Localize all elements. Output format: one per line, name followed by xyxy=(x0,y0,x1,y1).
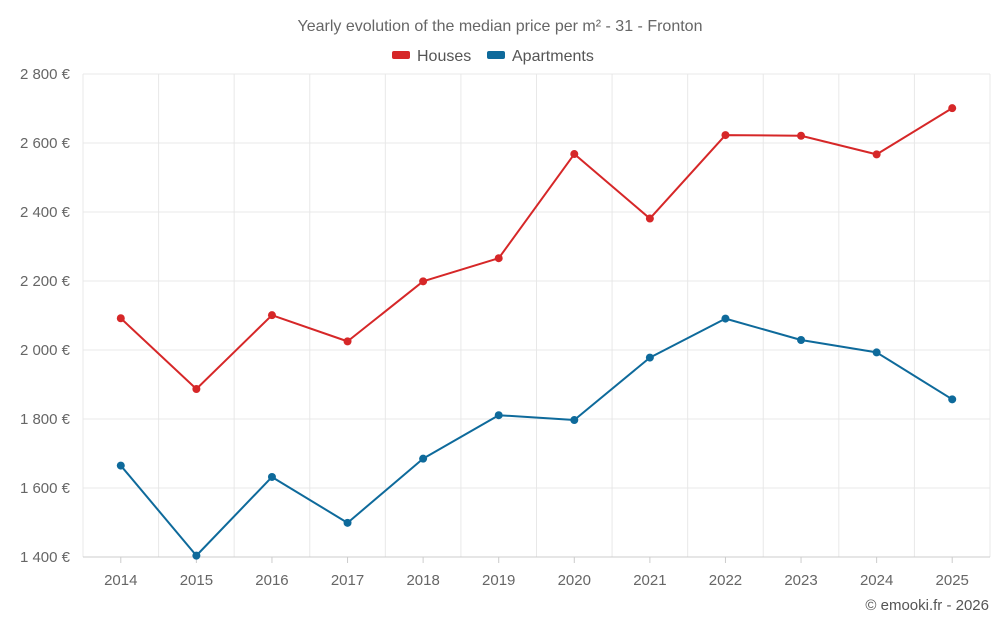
grid-lines xyxy=(83,74,990,557)
y-tick-label: 1 800 € xyxy=(20,411,71,428)
y-tick-label: 2 800 € xyxy=(20,66,71,83)
y-tick-label: 2 000 € xyxy=(20,342,71,359)
x-tick-label: 2020 xyxy=(558,572,591,589)
data-point[interactable] xyxy=(268,473,276,481)
x-tick-label: 2017 xyxy=(331,572,364,589)
data-point[interactable] xyxy=(192,385,200,393)
x-axis: 2014 2015 2016 2017 2018 2019 2020 2021 2022 2023… xyxy=(83,557,990,589)
x-tick-label: 2021 xyxy=(633,572,666,589)
data-point[interactable] xyxy=(948,395,956,403)
legend-label: Apartments xyxy=(512,48,594,65)
data-point[interactable] xyxy=(117,314,125,322)
x-tick-label: 2024 xyxy=(860,572,893,589)
legend-swatch xyxy=(487,51,505,59)
chart-title: Yearly evolution of the median price per… xyxy=(298,18,703,35)
x-tick-label: 2014 xyxy=(104,572,137,589)
data-point[interactable] xyxy=(117,462,125,470)
x-tick-label: 2015 xyxy=(180,572,213,589)
data-point[interactable] xyxy=(797,132,805,140)
data-point[interactable] xyxy=(873,348,881,356)
legend-label: Houses xyxy=(417,48,471,65)
x-tick-label: 2025 xyxy=(936,572,969,589)
data-point[interactable] xyxy=(419,277,427,285)
y-tick-label: 2 400 € xyxy=(20,204,71,221)
data-point[interactable] xyxy=(495,411,503,419)
data-point[interactable] xyxy=(344,337,352,345)
data-point[interactable] xyxy=(192,552,200,560)
y-tick-label: 2 600 € xyxy=(20,135,71,152)
x-tick-label: 2019 xyxy=(482,572,515,589)
data-point[interactable] xyxy=(721,131,729,139)
data-point[interactable] xyxy=(495,254,503,262)
legend: Houses Apartments xyxy=(392,48,594,65)
y-tick-label: 1 600 € xyxy=(20,480,71,497)
legend-item-apartments[interactable]: Apartments xyxy=(487,48,594,65)
y-axis: 1 400 € 1 600 € 1 800 € 2 000 € 2 200 € 2 400… xyxy=(20,66,71,566)
x-tick-label: 2018 xyxy=(406,572,439,589)
data-point[interactable] xyxy=(873,150,881,158)
y-tick-label: 2 200 € xyxy=(20,273,71,290)
data-point[interactable] xyxy=(646,215,654,223)
data-point[interactable] xyxy=(646,354,654,362)
data-point[interactable] xyxy=(419,455,427,463)
credit-text: © emooki.fr - 2026 xyxy=(865,597,989,614)
legend-item-houses[interactable]: Houses xyxy=(392,48,471,65)
data-point[interactable] xyxy=(268,311,276,319)
x-tick-label: 2023 xyxy=(784,572,817,589)
y-tick-label: 1 400 € xyxy=(20,549,71,566)
data-point[interactable] xyxy=(721,315,729,323)
data-point[interactable] xyxy=(797,336,805,344)
line-chart: Yearly evolution of the median price per… xyxy=(0,0,1000,625)
data-point[interactable] xyxy=(570,416,578,424)
x-tick-label: 2016 xyxy=(255,572,288,589)
data-point[interactable] xyxy=(948,104,956,112)
data-point[interactable] xyxy=(570,150,578,158)
data-point[interactable] xyxy=(344,519,352,527)
x-tick-label: 2022 xyxy=(709,572,742,589)
legend-swatch xyxy=(392,51,410,59)
